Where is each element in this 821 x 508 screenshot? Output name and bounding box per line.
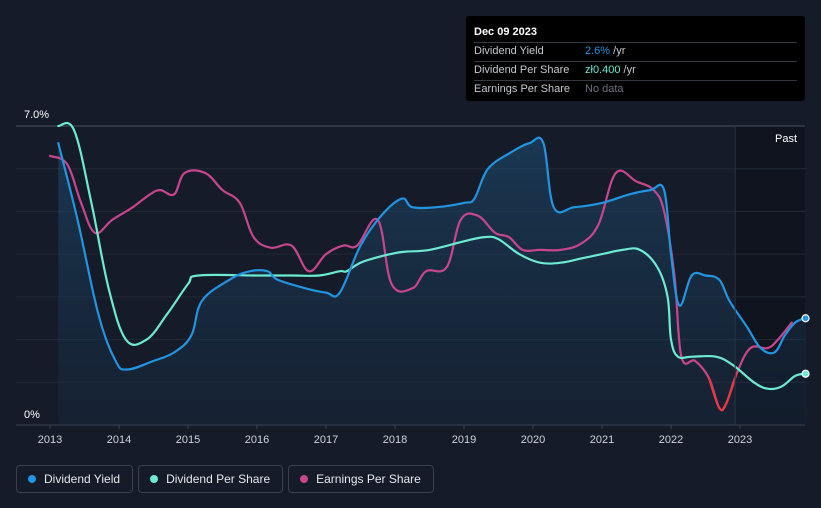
series-line-yield — [57, 136, 807, 371]
past-label: Past — [775, 133, 797, 145]
legend-dot-icon — [300, 475, 309, 483]
tooltip-unit: /yr — [620, 64, 636, 76]
x-tick-label: 2014 — [107, 434, 131, 446]
series-line-eps-low — [707, 372, 738, 412]
legend-dot-icon — [150, 475, 159, 483]
x-tick-label: 2017 — [314, 434, 338, 446]
tooltip-label: Dividend Per Share — [474, 64, 570, 76]
legend-label: Earnings Per Share — [316, 472, 421, 486]
legend: Dividend Yield Dividend Per Share Earnin… — [16, 465, 434, 493]
y-axis-ticks: 7.0% 0% — [24, 109, 49, 421]
series-line-dps — [57, 121, 807, 391]
legend-label: Dividend Per Share — [166, 472, 271, 486]
tooltip-date: Dec 09 2023 — [474, 26, 537, 38]
tooltip-value: 2.6% — [585, 45, 611, 57]
tooltip-row-dividend-per-share: Dividend Per Share zł0.400 /yr — [474, 61, 797, 80]
legend-item-earnings-per-share[interactable]: Earnings Per Share — [288, 465, 434, 493]
legend-item-dividend-yield[interactable]: Dividend Yield — [16, 465, 134, 493]
dividend-yield-area — [58, 137, 806, 426]
x-tick-label: 2021 — [590, 434, 614, 446]
x-tick-label: 2016 — [245, 434, 269, 446]
y-tick-label: 7.0% — [24, 109, 49, 121]
x-tick-label: 2022 — [659, 434, 683, 446]
series-lines — [48, 121, 807, 412]
tooltip-value: No data — [585, 83, 624, 95]
end-markers — [801, 314, 810, 378]
x-tick-label: 2015 — [176, 434, 200, 446]
end-marker-yield — [801, 314, 810, 323]
y-tick-label: 0% — [24, 409, 40, 421]
tooltip: Dec 09 2023 Dividend Yield 2.6% /yr Divi… — [466, 16, 805, 101]
tooltip-unit: /yr — [610, 45, 626, 57]
legend-item-dividend-per-share[interactable]: Dividend Per Share — [138, 465, 284, 493]
legend-dot-icon — [28, 475, 36, 483]
end-marker-dps — [801, 369, 810, 378]
x-axis-ticks: 2013 2014 2015 2016 2017 2018 2019 2020 2021 2022… — [38, 425, 752, 446]
tooltip-value: zł0.400 — [585, 64, 621, 76]
x-tick-label: 2013 — [38, 434, 62, 446]
tooltip-label: Earnings Per Share — [474, 83, 570, 95]
x-tick-label: 2018 — [383, 434, 407, 446]
tooltip-row-dividend-yield: Dividend Yield 2.6% /yr — [474, 42, 797, 61]
series-line-eps — [48, 154, 793, 412]
legend-label: Dividend Yield — [44, 472, 121, 486]
x-tick-label: 2019 — [452, 434, 476, 446]
tooltip-label: Dividend Yield — [474, 45, 544, 57]
tooltip-row-earnings-per-share: Earnings Per Share No data — [474, 80, 797, 99]
x-tick-label: 2020 — [521, 434, 545, 446]
x-tick-label: 2023 — [728, 434, 752, 446]
